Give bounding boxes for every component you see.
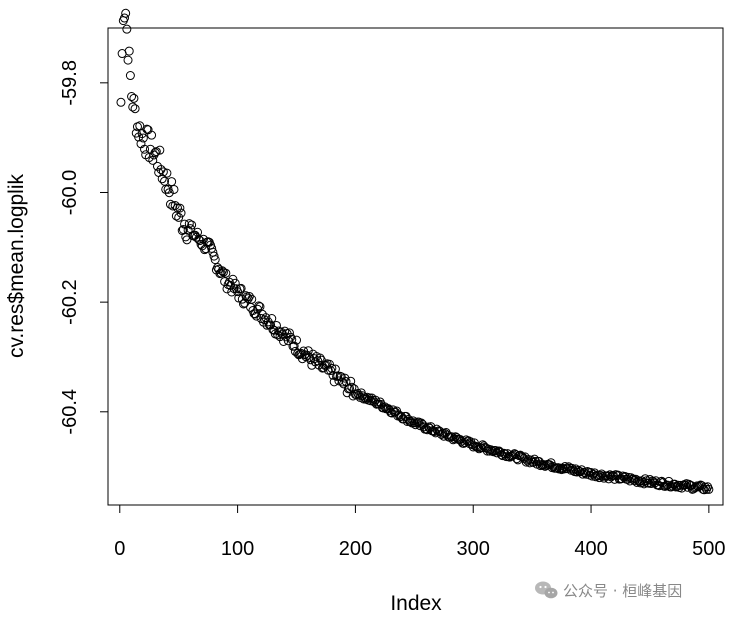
data-point [287, 334, 297, 344]
data-point [138, 133, 148, 143]
data-point [326, 366, 336, 376]
x-tick-label: 200 [339, 538, 372, 560]
data-point [157, 174, 167, 184]
data-point [116, 97, 126, 107]
data-point [348, 391, 358, 401]
data-point [169, 184, 179, 194]
data-point [254, 301, 264, 311]
data-point [238, 299, 248, 309]
data-point [124, 46, 134, 56]
y-tick-label: -60.4 [59, 389, 81, 435]
data-point [176, 208, 186, 218]
watermark-text: 公众号 · 桓峰基因 [563, 582, 682, 600]
data-point [243, 294, 253, 304]
data-point [125, 71, 135, 81]
data-point [121, 8, 131, 18]
data-point [244, 291, 254, 301]
data-point [279, 336, 289, 346]
data-point [221, 268, 231, 278]
data-point [150, 148, 160, 158]
y-axis: -59.8 -60.0 -60.2 -60.4 [59, 60, 109, 435]
data-point [292, 335, 302, 345]
data-point [167, 177, 177, 187]
data-point [162, 168, 172, 178]
data-point [385, 405, 395, 415]
data-point [327, 363, 337, 373]
data-point [579, 467, 589, 477]
data-point [632, 477, 642, 487]
x-tick-label: 300 [457, 538, 490, 560]
data-point [630, 476, 640, 486]
data-point [280, 326, 290, 336]
y-tick-label: -60.0 [59, 170, 81, 216]
data-point [347, 382, 357, 392]
data-point [284, 328, 294, 338]
data-point [558, 463, 568, 473]
data-point [175, 203, 185, 213]
data-points [116, 8, 714, 495]
data-point [303, 346, 313, 356]
data-point [230, 278, 240, 288]
data-point [271, 320, 281, 330]
watermark: 公众号 · 桓峰基因 [535, 581, 682, 600]
y-tick-label: -60.2 [59, 279, 81, 325]
data-point [155, 145, 165, 155]
data-point [123, 55, 133, 65]
data-point [704, 484, 714, 494]
data-point [187, 220, 197, 230]
data-point [315, 353, 325, 363]
data-point [639, 479, 649, 489]
data-point [521, 457, 531, 467]
data-point [421, 424, 431, 434]
data-point [250, 309, 260, 319]
data-point [286, 332, 296, 342]
data-point [236, 283, 246, 293]
data-point [164, 188, 174, 198]
data-point [402, 417, 412, 426]
x-tick-label: 0 [114, 538, 125, 560]
data-point [129, 93, 139, 103]
data-point [527, 457, 537, 467]
data-point [267, 314, 277, 324]
data-point [330, 364, 340, 374]
x-tick-label: 500 [692, 538, 725, 560]
data-point [313, 356, 323, 366]
data-point [209, 251, 219, 261]
data-point [182, 235, 192, 245]
data-point [147, 130, 157, 140]
data-point [142, 124, 152, 134]
x-axis-label: Index [390, 592, 442, 615]
data-point [193, 227, 203, 237]
data-point [388, 405, 398, 415]
data-point [578, 469, 588, 479]
data-point [247, 294, 257, 304]
data-point [127, 92, 137, 102]
data-point [251, 311, 261, 321]
data-point [130, 104, 140, 114]
data-point [170, 200, 180, 210]
wechat-icon [535, 581, 558, 599]
y-tick-label: -59.8 [59, 60, 81, 106]
x-tick-label: 400 [574, 538, 607, 560]
x-tick-label: 100 [221, 538, 254, 560]
data-point [119, 13, 129, 23]
data-point [122, 24, 132, 34]
data-point [289, 341, 299, 351]
plot-frame [107, 27, 724, 506]
data-point [346, 376, 356, 386]
x-axis: 0 100 200 300 400 500 [114, 504, 726, 560]
data-point [680, 480, 690, 490]
data-point [210, 255, 220, 265]
data-point [165, 199, 175, 209]
data-point [140, 144, 150, 154]
data-point [497, 450, 507, 460]
y-axis-label: cv.res$mean.logplik [5, 173, 28, 358]
data-point [184, 219, 194, 229]
data-point [128, 102, 138, 112]
data-point [174, 212, 184, 222]
data-point [672, 481, 682, 491]
